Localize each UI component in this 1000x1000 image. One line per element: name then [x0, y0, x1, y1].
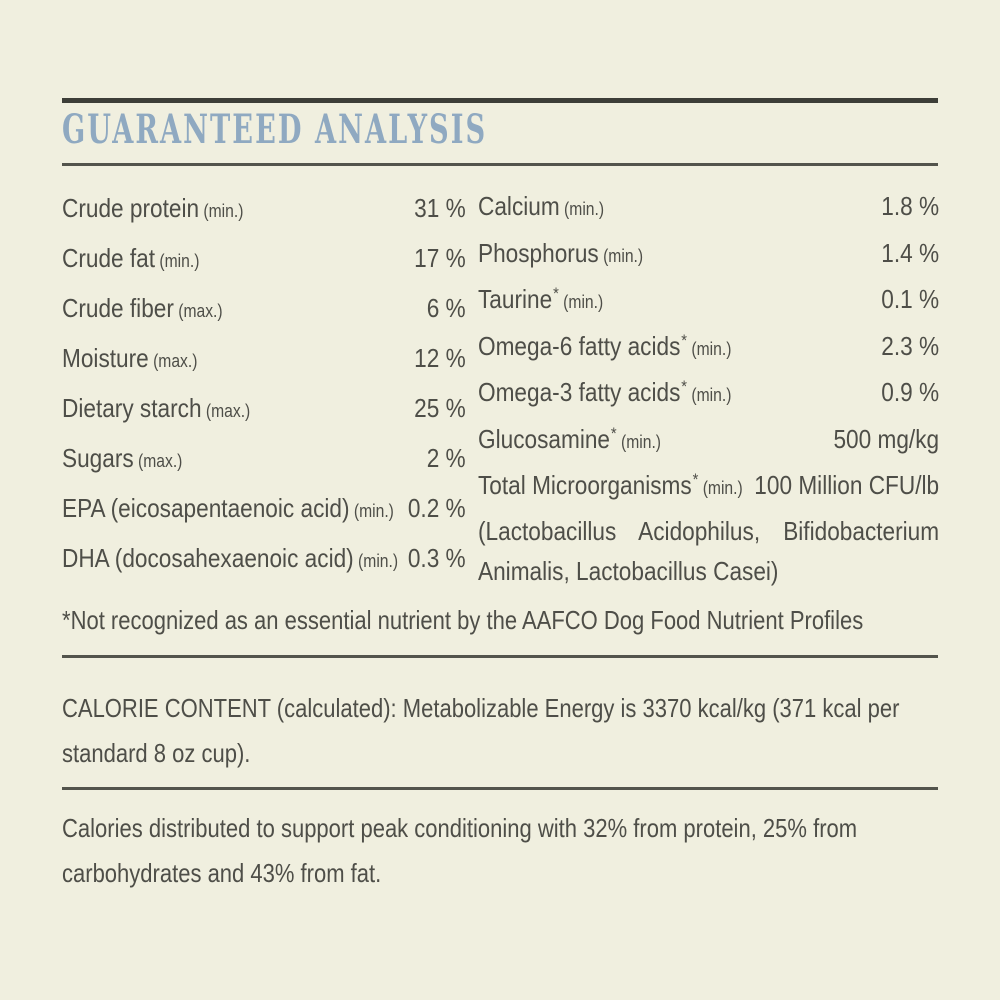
nutrient-name: Taurine* (min.): [478, 278, 603, 325]
nutrient-row: Omega-6 fatty acids* (min.) 2.3 %: [478, 325, 939, 372]
analysis-column-left: Crude protein (min.) 31 % Crude fat (min.)…: [62, 185, 466, 585]
nutrient-name: Total Microorganisms* (min.): [478, 464, 743, 511]
nutrient-label: Taurine: [478, 284, 553, 314]
nutrient-name: Crude fat (min.): [62, 235, 199, 285]
calorie-divider-rule: [62, 787, 938, 790]
nutrient-name: Omega-6 fatty acids* (min.): [478, 325, 731, 372]
calorie-distribution-statement: Calories distributed to support peak con…: [62, 813, 858, 888]
nutrient-qualifier: (min.): [691, 385, 732, 405]
nutrient-label: Crude fiber: [62, 293, 174, 323]
nutrient-qualifier: (min.): [203, 201, 244, 221]
footnote-asterisk-marker: *: [553, 284, 559, 303]
nutrient-qualifier: (min.): [691, 338, 732, 359]
nutrient-name: Moisture (max.): [62, 335, 197, 385]
nutrient-row: EPA (eicosapentaenoic acid) (min.) 0.2 %: [62, 485, 466, 535]
nutrient-label: Omega-3 fatty acids: [478, 377, 681, 407]
nutrient-label: Omega-6 fatty acids: [478, 330, 681, 361]
footnote-asterisk-marker: *: [610, 423, 617, 443]
nutrient-qualifier: (min.): [702, 478, 743, 498]
nutrient-row: Glucosamine* (min.) 500 mg/kg: [478, 418, 939, 465]
nutrient-name: Crude fiber (max.): [62, 285, 223, 335]
nutrient-label: Glucosamine: [478, 423, 611, 454]
nutrient-label: Crude protein: [62, 193, 200, 223]
nutrient-label: EPA (eicosapentaenoic acid): [62, 493, 350, 523]
calorie-content-statement: CALORIE CONTENT (calculated): Metaboliza…: [62, 693, 900, 768]
nutrient-qualifier: (min.): [358, 551, 399, 571]
nutrient-value: 0.9 %: [881, 377, 940, 407]
nutrient-row: Omega-3 fatty acids* (min.) 0.9 %: [478, 371, 939, 418]
nutrient-value: 6 %: [426, 293, 466, 323]
nutrient-row: Moisture (max.) 12 %: [62, 335, 466, 385]
nutrient-value: 0.1 %: [881, 284, 940, 314]
nutrient-name: Sugars (max.): [62, 435, 182, 485]
footnote-asterisk-marker: *: [681, 377, 688, 396]
title-underline-rule: [62, 163, 938, 166]
footnote-asterisk-marker: *: [681, 330, 688, 350]
nutrient-qualifier: (max.): [138, 451, 183, 471]
analysis-column-right: Calcium (min.) 1.8 % Phosphorus (min.) 1.4…: [478, 185, 939, 591]
nutrient-qualifier: (max.): [178, 301, 223, 321]
nutrient-qualifier: (max.): [153, 351, 198, 371]
nutrient-label: Calcium: [478, 191, 560, 221]
nutrient-value: 0.2 %: [407, 493, 466, 523]
nutrient-value: 25 %: [414, 393, 466, 423]
nutrient-value: 2 %: [426, 443, 466, 473]
footnote-asterisk-marker: *: [692, 470, 699, 489]
nutrient-label: Moisture: [62, 343, 149, 373]
nutrient-value: 100 Million CFU/lb: [754, 470, 940, 500]
nutrient-row: Crude fiber (max.) 6 %: [62, 285, 466, 335]
nutrient-value: 1.4 %: [881, 237, 940, 268]
nutrient-value: 1.8 %: [881, 191, 940, 221]
nutrient-name: DHA (docosahexaenoic acid) (min.): [62, 535, 398, 585]
nutrient-label: Total Microorganisms: [478, 470, 692, 500]
nutrient-qualifier: (min.): [603, 245, 644, 266]
nutrient-value: 0.3 %: [407, 543, 466, 573]
nutrient-qualifier: (min.): [620, 431, 662, 452]
nutrient-name: Glucosamine* (min.): [478, 418, 661, 465]
nutrient-row: Taurine* (min.) 0.1 %: [478, 278, 939, 325]
nutrient-row: Calcium (min.) 1.8 %: [478, 185, 939, 232]
nutrient-row: Total Microorganisms* (min.) 100 Million …: [478, 464, 939, 511]
nutrient-name: Dietary starch (max.): [62, 385, 250, 435]
nutrient-value: 31 %: [414, 193, 466, 223]
nutrient-qualifier: (min.): [159, 251, 200, 271]
nutrient-name: Phosphorus (min.): [478, 232, 643, 279]
nutrient-row: Crude protein (min.) 31 %: [62, 185, 466, 235]
nutrient-name: Calcium (min.): [478, 185, 604, 232]
top-divider-rule: [62, 98, 938, 103]
nutrient-label: DHA (docosahexaenoic acid): [62, 543, 354, 573]
nutrient-row: Sugars (max.) 2 %: [62, 435, 466, 485]
nutrient-name: Omega-3 fatty acids* (min.): [478, 371, 731, 418]
nutrient-value: 500 mg/kg: [833, 423, 940, 454]
microorganism-species-list: (Lactobacillus Acidophilus, Bifidobacter…: [478, 515, 940, 586]
nutrient-row: Dietary starch (max.) 25 %: [62, 385, 466, 435]
nutrient-row: DHA (docosahexaenoic acid) (min.) 0.3 %: [62, 535, 466, 585]
nutrient-label: Sugars: [62, 443, 134, 473]
nutrient-name: EPA (eicosapentaenoic acid) (min.): [62, 485, 394, 535]
nutrient-qualifier: (min.): [353, 501, 394, 521]
nutrient-value: 12 %: [414, 343, 466, 373]
section-title: GUARANTEED ANALYSIS: [62, 106, 488, 153]
nutrient-label: Phosphorus: [478, 237, 599, 268]
nutrient-value: 2.3 %: [881, 330, 940, 361]
nutrient-label: Dietary starch: [62, 393, 202, 423]
nutrient-value: 17 %: [414, 243, 466, 273]
nutrient-row: Crude fat (min.) 17 %: [62, 235, 466, 285]
nutrient-qualifier: (min.): [564, 199, 605, 219]
nutrient-row: Phosphorus (min.) 1.4 %: [478, 232, 939, 279]
nutrient-qualifier: (max.): [205, 401, 251, 421]
footnote-divider-rule: [62, 655, 938, 658]
nutrient-label: Crude fat: [62, 243, 156, 273]
aafco-footnote: *Not recognized as an essential nutrient…: [62, 605, 864, 635]
nutrient-name: Crude protein (min.): [62, 185, 243, 235]
nutrient-qualifier: (min.): [563, 292, 604, 312]
